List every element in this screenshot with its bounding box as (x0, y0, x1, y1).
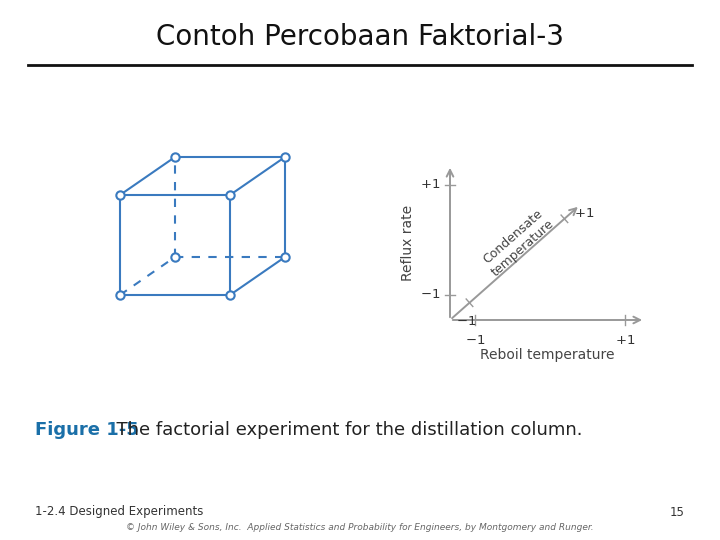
Text: $+1$: $+1$ (615, 334, 635, 347)
Text: $-1$: $-1$ (456, 315, 477, 328)
Text: The factorial experiment for the distillation column.: The factorial experiment for the distill… (105, 421, 582, 439)
Text: Condensate
temperature: Condensate temperature (479, 206, 557, 279)
Text: Figure 1-5: Figure 1-5 (35, 421, 139, 439)
Text: Contoh Percobaan Faktorial-3: Contoh Percobaan Faktorial-3 (156, 23, 564, 51)
Text: $-1$: $-1$ (465, 334, 485, 347)
Text: 1-2.4 Designed Experiments: 1-2.4 Designed Experiments (35, 505, 203, 518)
Text: Reflux rate: Reflux rate (401, 205, 415, 281)
Text: © John Wiley & Sons, Inc.  Applied Statistics and Probability for Engineers, by : © John Wiley & Sons, Inc. Applied Statis… (126, 523, 594, 531)
Text: $+1$: $+1$ (420, 179, 440, 192)
Text: Reboil temperature: Reboil temperature (480, 348, 614, 362)
Text: $+1$: $+1$ (575, 207, 595, 220)
Text: 15: 15 (670, 505, 685, 518)
Text: $-1$: $-1$ (420, 288, 440, 301)
